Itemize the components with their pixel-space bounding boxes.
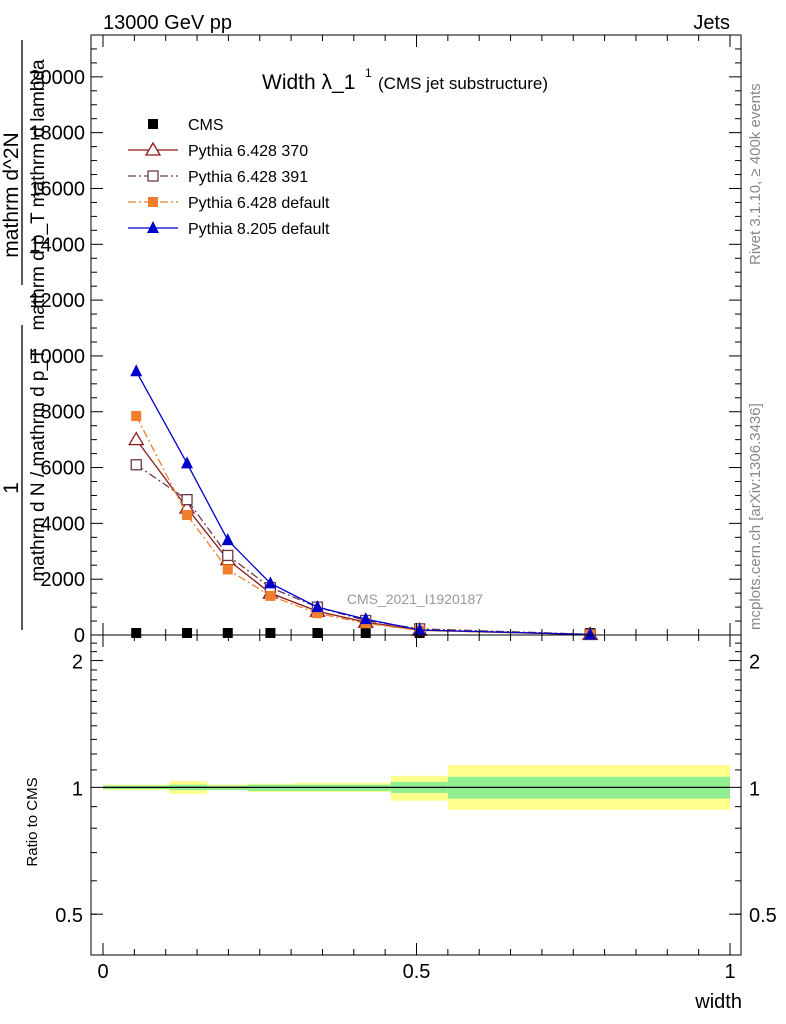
- y-tick-label: 16000: [29, 178, 85, 200]
- data-point-py8: [311, 600, 324, 613]
- ratio-y-tick-label: 0.5: [55, 905, 83, 927]
- y-label-fraction-one: 1: [0, 482, 23, 494]
- data-point-py8: [181, 456, 194, 469]
- plot-title-superscript: 1: [365, 66, 372, 80]
- data-point-cms: [265, 628, 276, 638]
- legend-entry-pydef: Pythia 6.428 default: [128, 195, 330, 212]
- data-point-pydef: [182, 510, 193, 520]
- data-point-pydef: [222, 564, 233, 575]
- series-py391: [130, 459, 596, 640]
- y-tick-label: 6000: [41, 458, 86, 480]
- legend-label: Pythia 6.428 default: [188, 195, 330, 212]
- ratio-y-tick-label-right: 2: [749, 652, 760, 674]
- legend-marker: [148, 119, 158, 129]
- data-point-py8: [264, 576, 277, 589]
- mcplots-reference-label: mcplots.cern.ch [arXiv:1306.3436]: [747, 403, 764, 630]
- y-label-fraction-denominator: mathrm d N / mathrm d p_T: [28, 348, 49, 582]
- ratio-y-tick-label-right: 0.5: [749, 905, 777, 927]
- data-point-pydef: [265, 590, 276, 601]
- legend-label: Pythia 6.428 370: [188, 143, 308, 160]
- data-point-py8: [584, 627, 597, 640]
- y-tick-label: 2000: [41, 569, 86, 591]
- legend-label: CMS: [188, 117, 224, 134]
- x-axis-label: width: [694, 991, 742, 1013]
- plot-title: Width λ_1 1 (CMS jet substructure): [262, 66, 548, 94]
- top-panel-axes: 0 2000 4000 6000 8000 10000 12000 14000 16000 180…: [29, 34, 742, 647]
- legend-entry-py8: Pythia 8.205 default: [128, 221, 330, 238]
- legend-marker: [147, 170, 159, 182]
- series-py8: [130, 364, 597, 640]
- y-tick-label: 8000: [41, 402, 86, 424]
- y-tick-label: 18000: [29, 123, 85, 145]
- ratio-y-tick-label: 1: [72, 778, 83, 800]
- y-tick-label: 4000: [41, 513, 86, 535]
- y-tick-label: 14000: [29, 234, 85, 256]
- data-point-pydef: [131, 410, 142, 421]
- process-label: 13000 GeV pp: [103, 12, 232, 34]
- plot-title-subtitle: (CMS jet substructure): [378, 74, 548, 93]
- data-point-py391: [181, 494, 193, 506]
- series-py370: [128, 431, 599, 641]
- ratio-y-tick-label: 2: [72, 652, 83, 674]
- top-panel-series: [128, 364, 599, 641]
- plot-title-main: Width λ_1: [262, 71, 355, 94]
- y-tick-label: 10000: [29, 346, 85, 368]
- data-point-pydef: [312, 608, 323, 619]
- data-point-py8: [359, 612, 372, 625]
- data-point-py8: [130, 364, 143, 377]
- data-point-cms: [131, 628, 142, 638]
- data-point-cms: [182, 628, 193, 638]
- top-y-axis-label: 1 mathrm d N / mathrm d p_T mathrm d^2N mat…: [0, 40, 49, 630]
- legend-marker: [144, 141, 162, 156]
- data-point-py391: [130, 459, 142, 471]
- ratio-bands: [103, 765, 730, 810]
- y-tick-label: 20000: [29, 67, 85, 89]
- legend-marker: [147, 221, 159, 233]
- legend-entry-py370: Pythia 6.428 370: [128, 141, 308, 160]
- data-point-py370: [128, 431, 145, 446]
- data-point-cms: [312, 628, 323, 638]
- legend: CMS Pythia 6.428 370 Pythia 6.428 391 Pythi…: [128, 117, 330, 238]
- y-label-numerator: mathrm d^2N: [0, 132, 23, 257]
- analysis-tag: CMS_2021_I1920187: [347, 591, 483, 607]
- x-tick-label: 0: [97, 961, 108, 983]
- data-point-py391: [222, 549, 234, 562]
- y-tick-label: 0: [74, 625, 85, 647]
- series-line-py391: [135, 464, 591, 635]
- legend-label: Pythia 6.428 391: [188, 169, 308, 186]
- category-label: Jets: [693, 12, 730, 34]
- legend-entry-cms: CMS: [148, 117, 224, 134]
- data-point-cms: [360, 628, 371, 638]
- legend-label: Pythia 8.205 default: [188, 221, 330, 238]
- data-point-cms: [222, 628, 233, 638]
- x-tick-label: 1: [724, 961, 735, 983]
- data-point-py8: [221, 533, 234, 546]
- rivet-version-label: Rivet 3.1.10, ≥ 400k events: [747, 83, 764, 265]
- series-line-py8: [135, 370, 591, 636]
- ratio-y-axis-label: Ratio to CMS: [24, 777, 41, 866]
- series-line-pydef: [135, 415, 591, 636]
- ratio-panel-axes: 0.5 0.5 1 1 2 2 0 0.5 1: [55, 634, 777, 983]
- legend-entry-py391: Pythia 6.428 391: [128, 169, 308, 186]
- y-tick-label: 12000: [29, 290, 85, 312]
- legend-marker: [148, 197, 158, 207]
- y-label-numerator-denominator: mathrm d p_T mathrm d lambda: [28, 59, 49, 330]
- ratio-y-tick-label-right: 1: [749, 778, 760, 800]
- x-tick-label: 0.5: [403, 961, 431, 983]
